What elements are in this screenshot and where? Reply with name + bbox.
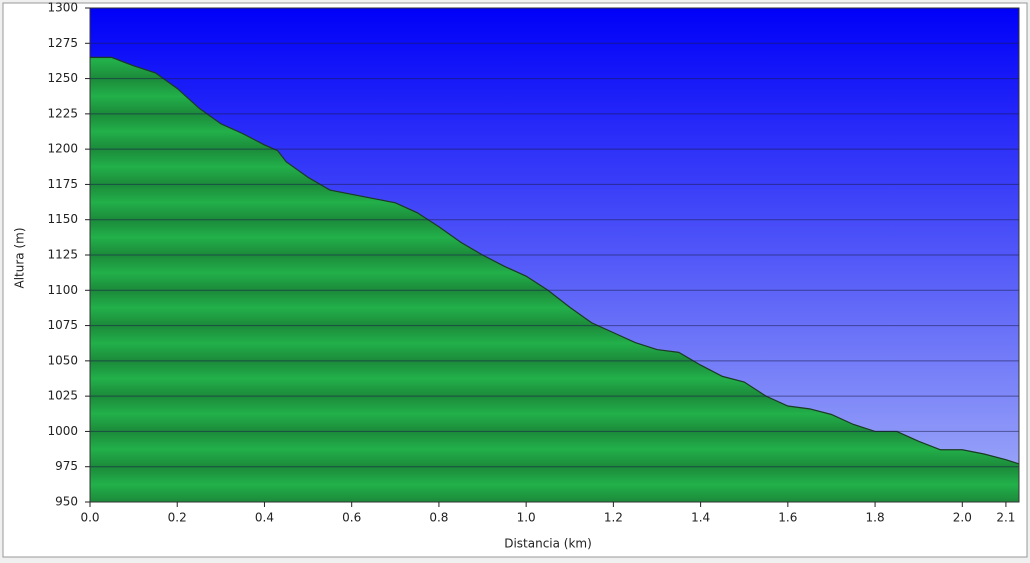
y-tick-label: 1125 [47, 248, 78, 262]
x-tick-label: 0.6 [342, 511, 361, 525]
x-tick-label: 0.4 [255, 511, 274, 525]
y-tick-label: 1100 [47, 283, 78, 297]
y-tick-label: 1150 [47, 212, 78, 226]
y-tick-label: 1175 [47, 177, 78, 191]
y-tick-label: 950 [55, 495, 78, 509]
y-tick-label: 975 [55, 459, 78, 473]
x-tick-label: 0.2 [168, 511, 187, 525]
y-tick-label: 1250 [47, 71, 78, 85]
area-fill [90, 57, 1019, 503]
x-tick-label: 0.8 [429, 511, 448, 525]
y-tick-label: 1200 [47, 142, 78, 156]
x-tick-label: 2.0 [953, 511, 972, 525]
x-axis-label: Distancia (km) [504, 537, 592, 551]
x-tick-label: 1.6 [778, 511, 797, 525]
x-tick-label: 1.0 [517, 511, 536, 525]
y-tick-label: 1300 [47, 1, 78, 15]
x-tick-label: 1.2 [604, 511, 623, 525]
y-tick-label: 1225 [47, 106, 78, 120]
y-tick-label: 1050 [47, 353, 78, 367]
x-tick-label: 1.4 [691, 511, 710, 525]
y-tick-label: 1000 [47, 424, 78, 438]
x-tick-label: 0.0 [80, 511, 99, 525]
y-tick-label: 1075 [47, 318, 78, 332]
x-tick-label: 1.8 [866, 511, 885, 525]
y-axis-label: Altura (m) [13, 227, 27, 288]
y-tick-label: 1275 [47, 36, 78, 50]
x-tick-label: 2.1 [996, 511, 1015, 525]
y-tick-label: 1025 [47, 389, 78, 403]
